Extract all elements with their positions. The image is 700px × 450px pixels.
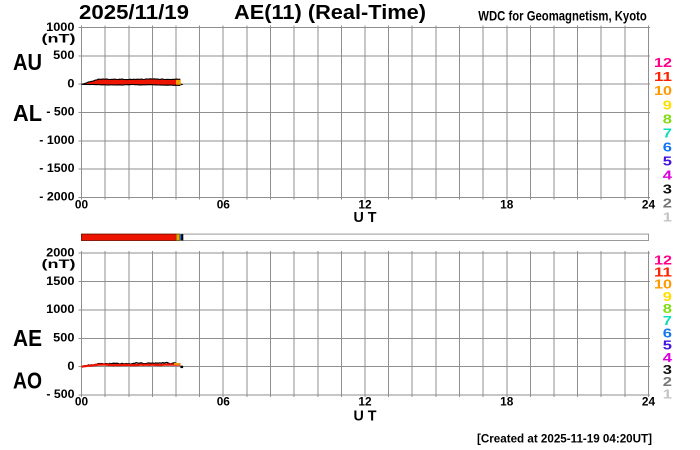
svg-text:24: 24	[642, 198, 655, 212]
svg-text:4: 4	[663, 350, 673, 365]
svg-text:9: 9	[663, 289, 672, 304]
svg-text:11: 11	[654, 69, 672, 84]
svg-text:500: 500	[53, 331, 75, 345]
svg-text:(nT): (nT)	[42, 31, 76, 45]
svg-text:2: 2	[663, 374, 672, 389]
svg-text:- 500: - 500	[46, 105, 74, 119]
svg-text:24: 24	[642, 395, 655, 409]
svg-text:3: 3	[663, 181, 672, 196]
svg-text:12: 12	[358, 198, 371, 212]
svg-text:00: 00	[75, 395, 88, 409]
svg-text:6: 6	[663, 139, 672, 154]
svg-text:1: 1	[663, 386, 672, 401]
svg-text:2000: 2000	[46, 245, 75, 259]
svg-text:5: 5	[663, 338, 672, 353]
svg-text:AU: AU	[13, 49, 42, 75]
svg-text:7: 7	[663, 125, 672, 140]
svg-text:1: 1	[663, 209, 672, 224]
svg-text:0: 0	[67, 359, 74, 373]
svg-text:AE: AE	[13, 325, 42, 351]
svg-text:10: 10	[654, 277, 672, 292]
svg-text:11: 11	[654, 265, 672, 280]
svg-text:2: 2	[663, 195, 672, 210]
svg-text:8: 8	[663, 111, 672, 126]
svg-text:- 1500: - 1500	[39, 161, 74, 175]
svg-text:- 1000: - 1000	[39, 133, 74, 147]
svg-text:9: 9	[663, 97, 672, 112]
svg-text:10: 10	[654, 83, 672, 98]
svg-text:AO: AO	[13, 368, 42, 394]
svg-text:18: 18	[500, 198, 513, 212]
svg-text:1500: 1500	[46, 274, 75, 288]
svg-text:7: 7	[663, 313, 672, 328]
svg-text:8: 8	[663, 301, 672, 316]
svg-text:5: 5	[663, 153, 672, 168]
svg-text:U T: U T	[354, 210, 377, 226]
svg-text:AL: AL	[13, 100, 42, 126]
svg-text:0: 0	[67, 76, 74, 90]
svg-text:06: 06	[217, 198, 230, 212]
svg-text:- 500: - 500	[46, 387, 74, 401]
svg-text:AE(11) (Real-Time): AE(11) (Real-Time)	[234, 2, 426, 24]
svg-text:00: 00	[75, 198, 88, 212]
svg-text:(nT): (nT)	[42, 257, 76, 271]
svg-text:12: 12	[358, 395, 371, 409]
svg-text:18: 18	[500, 395, 513, 409]
svg-text:WDC for Geomagnetism, Kyoto: WDC for Geomagnetism, Kyoto	[478, 8, 647, 23]
svg-text:6: 6	[663, 325, 672, 340]
svg-text:06: 06	[217, 395, 230, 409]
svg-text:12: 12	[654, 55, 672, 70]
svg-text:2025/11/19: 2025/11/19	[79, 2, 189, 24]
svg-text:[Created at 2025-11-19 04:20UT: [Created at 2025-11-19 04:20UT]	[477, 432, 652, 446]
svg-text:1000: 1000	[46, 20, 75, 34]
svg-text:3: 3	[663, 362, 672, 377]
svg-text:4: 4	[663, 167, 673, 182]
svg-text:12: 12	[654, 252, 672, 267]
svg-text:U T: U T	[354, 409, 377, 425]
svg-text:- 2000: - 2000	[39, 190, 74, 204]
svg-text:500: 500	[53, 48, 75, 62]
svg-text:1000: 1000	[46, 302, 75, 316]
